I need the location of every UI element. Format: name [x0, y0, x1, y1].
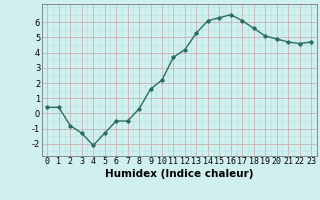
X-axis label: Humidex (Indice chaleur): Humidex (Indice chaleur)	[105, 169, 253, 179]
